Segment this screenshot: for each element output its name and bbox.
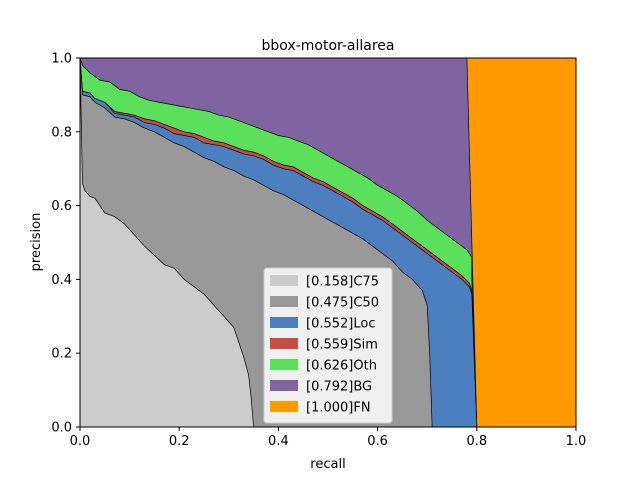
y-axis-label: precision [29, 213, 44, 272]
x-tick-label: 0.6 [367, 434, 388, 449]
legend-swatch-0-158-c75 [270, 275, 298, 286]
x-tick-label: 0.0 [70, 434, 91, 449]
legend-swatch-0-792-bg [270, 380, 298, 391]
x-tick-label: 0.8 [466, 434, 487, 449]
legend-label: [0.552]Loc [306, 317, 375, 332]
legend-label: [1.000]FN [306, 401, 371, 416]
area-0-158-c75 [79, 57, 254, 428]
y-tick-label: 0.0 [51, 421, 72, 436]
legend-label: [0.559]Sim [306, 338, 378, 353]
chart-title: bbox-motor-allarea [262, 38, 395, 54]
legend-swatch-0-559-sim [270, 338, 298, 349]
legend-label: [0.158]C75 [306, 275, 379, 290]
x-tick-label: 1.0 [566, 434, 587, 449]
legend-swatch-0-475-c50 [270, 296, 298, 307]
y-tick-label: 1.0 [51, 52, 72, 67]
y-tick-label: 0.4 [51, 273, 72, 288]
legend-label: [0.475]C50 [306, 296, 379, 311]
legend-label: [0.792]BG [306, 380, 372, 395]
y-tick-label: 0.8 [51, 125, 72, 140]
x-tick-label: 0.4 [268, 434, 289, 449]
legend-label: [0.626]Oth [306, 359, 377, 374]
plot-frame [79, 57, 577, 428]
y-tick-label: 0.6 [51, 199, 72, 214]
y-tick-label: 0.2 [51, 347, 72, 362]
x-tick-label: 0.2 [169, 434, 190, 449]
legend-swatch-0-626-oth [270, 359, 298, 370]
x-axis-label: recall [310, 457, 345, 472]
legend-swatch-1-000-fn [270, 401, 298, 412]
legend: [0.158]C75 [0.475]C50 [0.552]Loc [0.559]Sim… [263, 267, 393, 424]
legend-swatch-0-552-loc [270, 317, 298, 328]
axis-ticks: 0.0 0.2 0.4 0.6 0.8 1.0 0.0 0.2 0.4 0.6 0.8 1.0 [51, 52, 586, 450]
